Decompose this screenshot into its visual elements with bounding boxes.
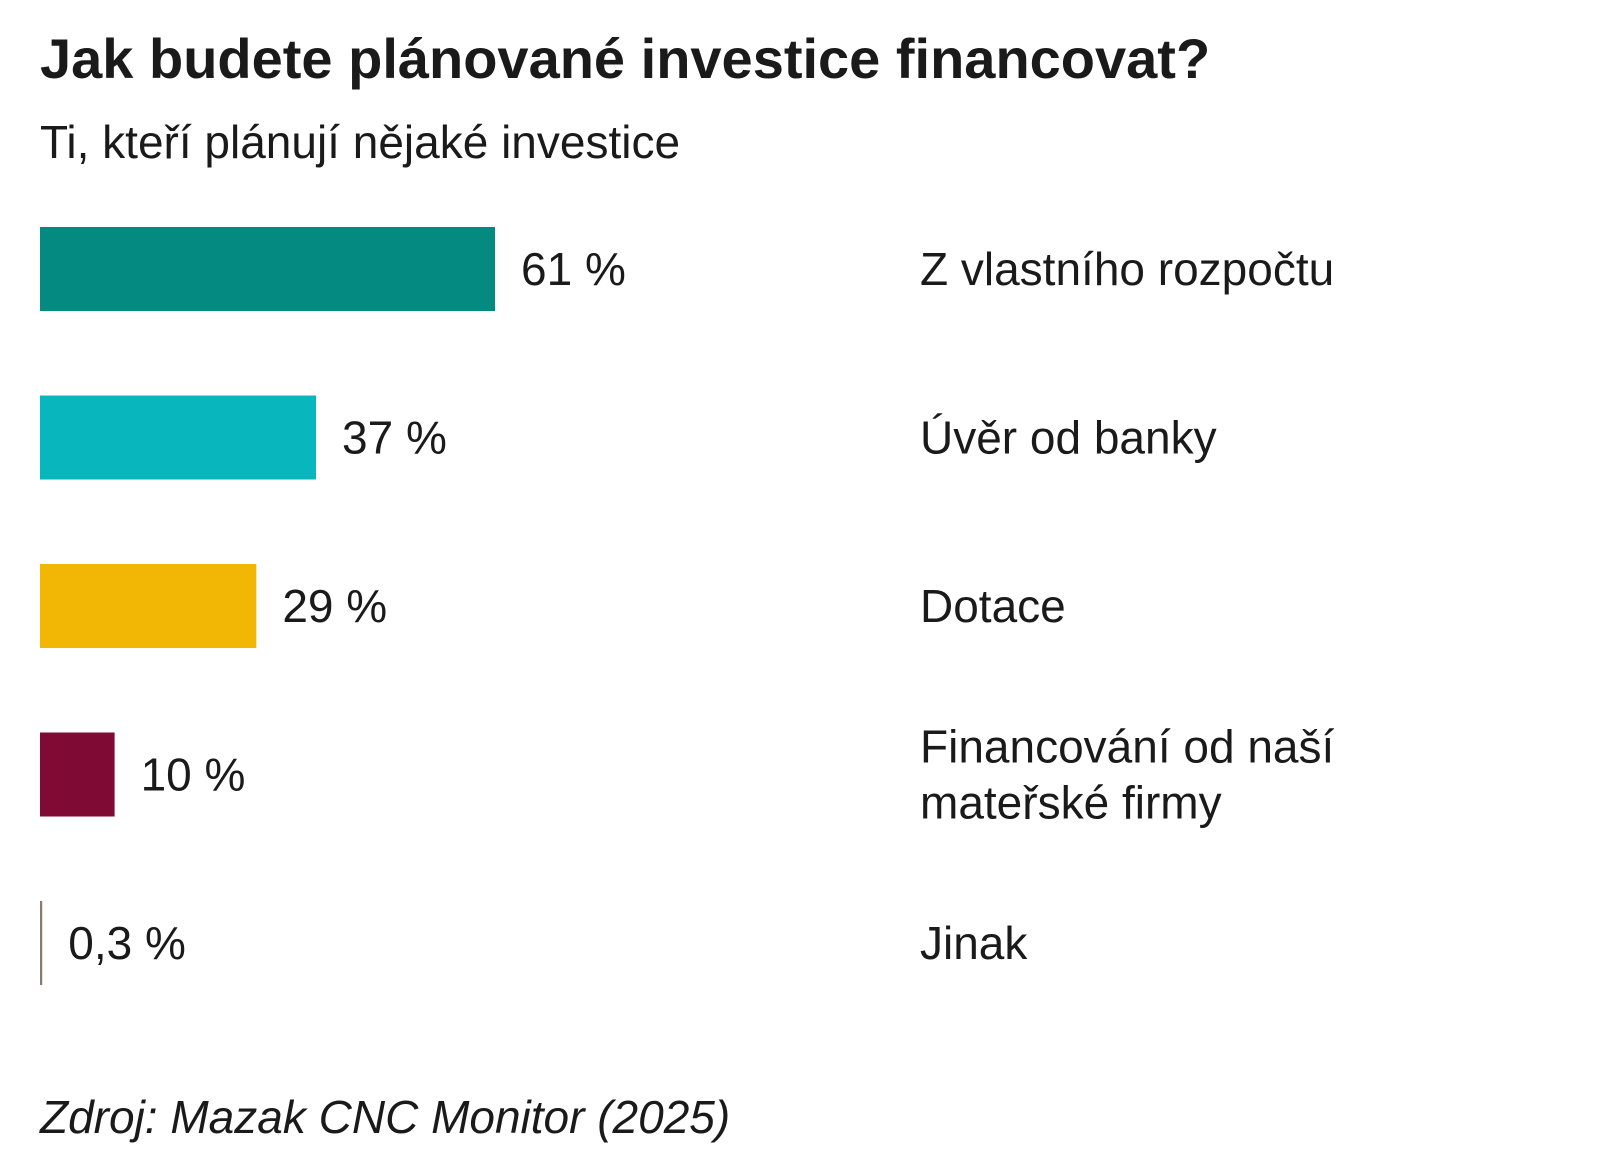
category-label-1: Úvěr od banky (920, 412, 1217, 464)
bar-4 (40, 901, 43, 985)
bar-0 (40, 227, 496, 311)
category-label-0: Z vlastního rozpočtu (920, 243, 1334, 295)
bar-3 (40, 732, 115, 817)
value-label-4: 0,3 % (68, 917, 186, 969)
category-label-line: Dotace (920, 580, 1066, 632)
bar-2 (40, 564, 257, 648)
category-label-3: Financování od naší mateřské firmy (920, 721, 1334, 829)
chart-subtitle: Ti, kteří plánují nějaké investice (40, 116, 681, 168)
chart-title: Jak budete plánované investice financova… (40, 27, 1211, 90)
category-label-line: Jinak (920, 917, 1028, 969)
bar-1 (40, 395, 317, 480)
source-note: Zdroj: Mazak CNC Monitor (2025) (40, 1091, 731, 1143)
category-label-2: Dotace (920, 580, 1066, 632)
category-label-line: mateřské firmy (920, 777, 1222, 829)
value-label-3: 10 % (141, 749, 246, 801)
category-label-line: Úvěr od banky (920, 412, 1217, 464)
value-label-0: 61 % (521, 243, 626, 295)
value-label-1: 37 % (342, 412, 447, 464)
category-label-4: Jinak (920, 917, 1028, 969)
category-label-line: Financování od naší (920, 721, 1334, 773)
category-label-line: Z vlastního rozpočtu (920, 243, 1334, 295)
value-label-2: 29 % (282, 580, 387, 632)
